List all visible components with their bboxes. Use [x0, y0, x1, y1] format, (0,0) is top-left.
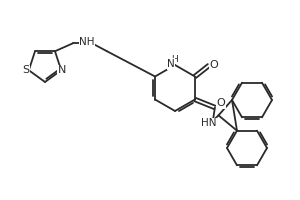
- Text: S: S: [22, 65, 29, 75]
- Text: O: O: [209, 60, 218, 70]
- Text: N: N: [167, 59, 175, 69]
- Text: H: H: [171, 54, 177, 64]
- Text: N: N: [58, 65, 66, 75]
- Text: NH: NH: [79, 37, 95, 47]
- Text: HN: HN: [201, 118, 217, 129]
- Text: O: O: [217, 98, 225, 108]
